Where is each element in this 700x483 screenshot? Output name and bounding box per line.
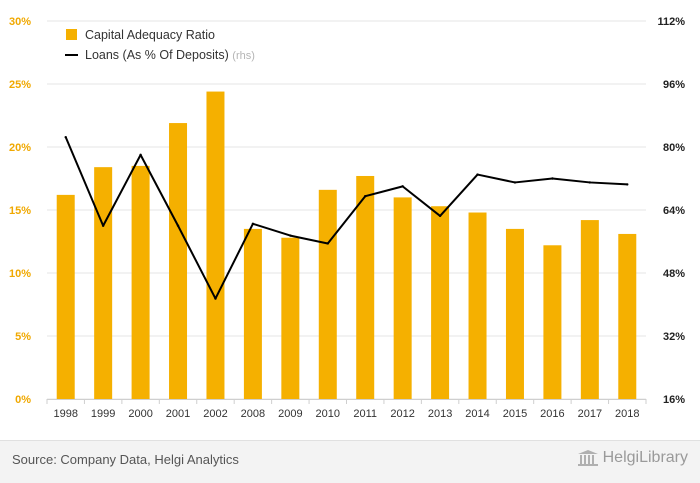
bars: [56, 91, 637, 399]
line-point: [438, 214, 442, 218]
y-left-tick-label: 5%: [15, 331, 31, 343]
line-point: [476, 173, 479, 176]
y-right-tick-label: 80%: [663, 142, 685, 154]
line-point: [364, 195, 367, 198]
bar: [94, 167, 113, 399]
y-right-tick-label: 48%: [663, 268, 685, 280]
line-point: [289, 234, 292, 237]
y-right-tick-label: 32%: [663, 331, 685, 343]
y-left-tick-label: 0%: [15, 394, 31, 406]
x-tick-label: 2011: [353, 408, 377, 420]
bar: [468, 212, 487, 399]
x-tick-label: 2012: [390, 408, 414, 420]
y-axis-right: 16% 32% 48% 64% 80% 96% 112%: [657, 16, 685, 406]
line-point: [176, 224, 180, 227]
bar: [56, 194, 75, 399]
y-left-tick-label: 30%: [9, 16, 31, 28]
y-left-tick-label: 10%: [9, 268, 31, 280]
source-text: Source: Company Data, Helgi Analytics: [12, 452, 239, 467]
line-point: [588, 181, 592, 184]
x-tick-label: 1999: [91, 408, 115, 420]
x-tick-label: 2018: [615, 408, 639, 420]
line-point: [326, 242, 329, 245]
bar: [580, 220, 599, 399]
line-point: [214, 297, 217, 300]
bar: [131, 165, 150, 399]
line-series: [64, 135, 629, 300]
x-tick-label: 2015: [503, 408, 527, 420]
bar: [618, 233, 637, 399]
line-point: [251, 222, 255, 225]
y-right-tick-label: 112%: [657, 16, 685, 28]
bar: [318, 189, 337, 399]
y-left-tick-label: 15%: [9, 205, 31, 217]
y-left-tick-label: 25%: [9, 79, 31, 91]
x-tick-label: 2009: [278, 408, 302, 420]
line-point: [513, 181, 517, 184]
bar: [206, 91, 225, 399]
bar: [393, 197, 412, 399]
x-tick-label: 2008: [241, 408, 265, 420]
y-axis-left: 0% 5% 10% 15% 20% 25% 30%: [9, 16, 31, 406]
brand-logo: HelgiLibrary: [577, 449, 688, 467]
bar: [431, 206, 450, 399]
line-point: [551, 177, 554, 180]
y-left-tick-label: 20%: [9, 142, 31, 154]
legend-label-line: Loans (As % Of Deposits) (rhs): [85, 48, 255, 62]
brand-text: HelgiLibrary: [602, 449, 688, 466]
chart: 0% 5% 10% 15% 20% 25% 30% 16% 32% 48% 64% 80% 96% 11…: [9, 16, 685, 420]
bar: [281, 237, 300, 399]
loans-line: [64, 136, 628, 300]
line-point: [626, 183, 629, 186]
x-tick-label: 1998: [53, 408, 77, 420]
x-tick-label: 2000: [128, 408, 152, 420]
bar: [356, 175, 375, 399]
legend-label-bar: Capital Adequacy Ratio: [85, 28, 215, 42]
y-right-tick-label: 16%: [663, 394, 685, 406]
x-tick-label: 2002: [203, 408, 227, 420]
y-right-tick-label: 96%: [663, 79, 685, 91]
line-point: [101, 224, 105, 227]
x-tick-label: 2017: [578, 408, 602, 420]
x-tick-label: 2014: [465, 408, 489, 420]
x-tick-label: 2010: [316, 408, 340, 420]
footer: Source: Company Data, Helgi Analytics He…: [0, 440, 700, 483]
line-point: [64, 135, 67, 139]
legend: Capital Adequacy Ratio Loans (As % Of Dep…: [65, 28, 255, 62]
bar: [243, 228, 262, 399]
x-tick-label: 2016: [540, 408, 564, 420]
x-tick-label: 2013: [428, 408, 452, 420]
x-axis: 1998 1999 2000 2001 2002 2008 2009 2010 2011 2012…: [46, 399, 647, 420]
x-tick-label: 2001: [166, 408, 190, 420]
library-icon: [577, 450, 598, 466]
line-point: [401, 185, 404, 188]
line-point: [139, 153, 142, 157]
bar: [543, 245, 562, 399]
bar: [505, 228, 524, 399]
bar: [169, 123, 188, 399]
legend-swatch-bar: [66, 29, 77, 40]
y-right-tick-label: 64%: [663, 205, 685, 217]
